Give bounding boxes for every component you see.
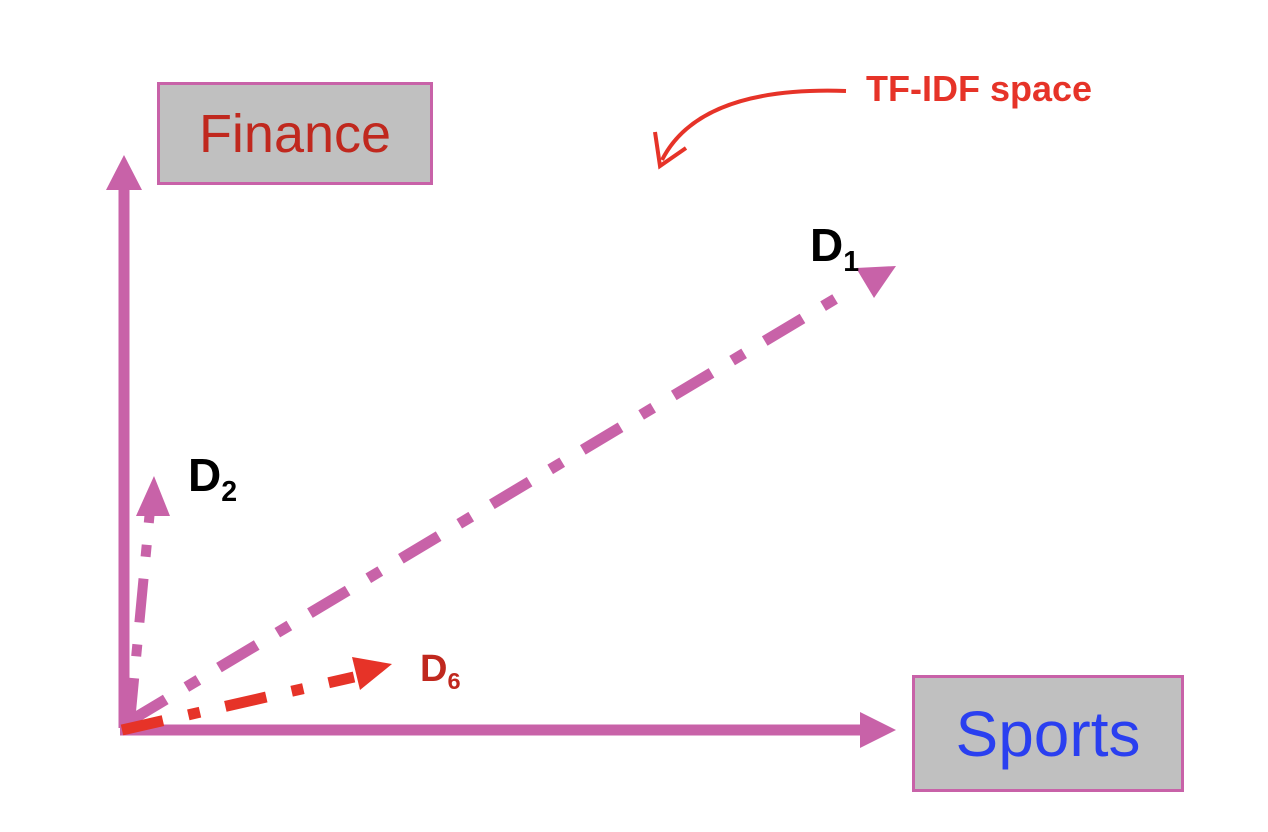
d6-vector-label: D6 <box>420 648 461 695</box>
d6-vector-arrowhead <box>352 657 392 690</box>
d1-label-subscript: 1 <box>843 245 860 278</box>
d2-vector-arrowhead <box>136 476 170 516</box>
d2-vector-label: D2 <box>188 448 237 509</box>
d2-label-letter: D <box>188 449 222 501</box>
d6-vector-line <box>120 671 356 736</box>
finance-axis-label: Finance <box>198 103 392 164</box>
d1-vector-line <box>125 285 853 727</box>
d6-label-letter: D <box>420 648 448 690</box>
sports-axis-label: Sports <box>955 697 1141 770</box>
annotation-curved-arrow <box>660 88 847 161</box>
finance-axis-arrowhead <box>106 155 142 190</box>
d2-vector-line <box>125 509 155 723</box>
d1-vector-arrowhead <box>856 266 896 298</box>
d6-label-subscript: 6 <box>447 668 461 695</box>
sports-axis-label-box: Sports <box>912 675 1184 792</box>
sports-axis-arrowhead <box>860 712 896 748</box>
tfidf-space-annotation: TF-IDF space <box>866 68 1093 109</box>
annotation-arrowhead <box>653 131 688 170</box>
d1-label-letter: D <box>810 219 844 271</box>
d1-vector-label: D1 <box>810 218 859 279</box>
finance-axis-label-box: Finance <box>157 82 433 185</box>
d2-label-subscript: 2 <box>221 475 238 508</box>
